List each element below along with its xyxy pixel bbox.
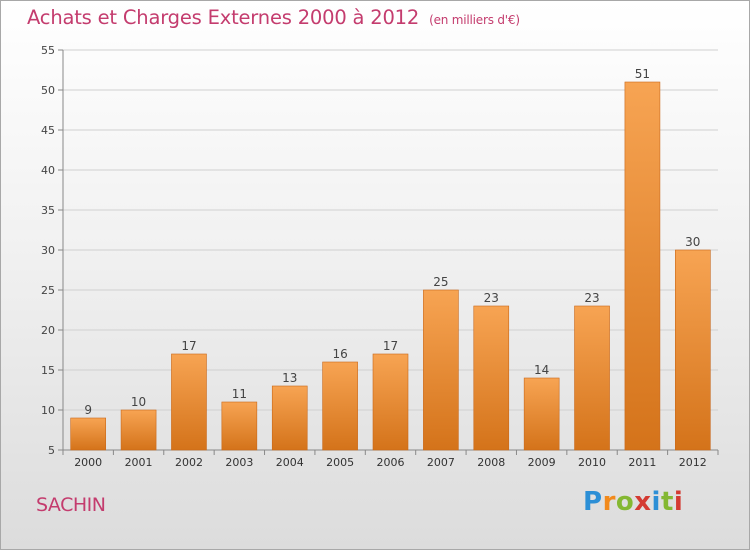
y-tick-label: 10 — [41, 404, 55, 417]
logo-letter: i — [651, 487, 661, 517]
bar-2011 — [624, 81, 661, 451]
y-tick-label: 5 — [48, 444, 55, 457]
logo-letter: t — [660, 487, 674, 517]
x-tick-label: 2012 — [679, 456, 707, 469]
y-tick-label: 55 — [41, 44, 55, 57]
x-tick-label: 2008 — [477, 456, 505, 469]
y-tick-label: 30 — [41, 244, 55, 257]
data-label: 51 — [635, 67, 650, 81]
bar-2008 — [473, 305, 510, 451]
y-tick-label: 35 — [41, 204, 55, 217]
y-tick-label: 15 — [41, 364, 55, 377]
bar-2010 — [574, 305, 610, 451]
y-tick-label: 40 — [41, 164, 55, 177]
x-tick-label: 2007 — [427, 456, 455, 469]
x-tick-label: 2011 — [628, 456, 656, 469]
proxiti-logo: Proxiti — [583, 487, 683, 517]
data-label: 23 — [584, 291, 599, 305]
bar-2002 — [171, 353, 207, 451]
data-label: 14 — [534, 363, 549, 377]
logo-letter: r — [602, 487, 616, 517]
data-label: 25 — [433, 275, 448, 289]
x-tick-label: 2010 — [578, 456, 606, 469]
logo-letter: i — [673, 487, 684, 517]
data-label: 17 — [181, 339, 196, 353]
y-tick-label: 20 — [41, 324, 55, 337]
grid-lines — [63, 49, 718, 411]
data-label: 16 — [332, 347, 347, 361]
bar-2004 — [271, 385, 308, 451]
logo-letter: P — [583, 487, 603, 517]
chart-title-text: Achats et Charges Externes 2000 à 2012 — [27, 6, 420, 29]
x-tick-label: 2006 — [377, 456, 405, 469]
chart-subtitle: (en milliers d'€) — [429, 13, 520, 27]
chart-title: Achats et Charges Externes 2000 à 2012 (e… — [27, 6, 520, 29]
commune-name: SACHIN — [36, 494, 106, 516]
x-tick-label: 2002 — [175, 456, 203, 469]
bar-2000 — [70, 417, 106, 451]
data-label: 23 — [484, 291, 499, 305]
bar-2007 — [423, 289, 459, 451]
data-label: 17 — [383, 339, 398, 353]
bar-2012 — [675, 249, 711, 451]
logo-letter: o — [615, 487, 635, 517]
x-tick-label: 2004 — [276, 456, 304, 469]
bars — [70, 81, 711, 451]
logo-letter: x — [634, 487, 652, 517]
data-labels: 9 10 17 11 13 16 17 25 23 14 23 51 30 — [84, 67, 700, 417]
x-tick-label: 2005 — [326, 456, 354, 469]
data-label: 13 — [282, 371, 297, 385]
data-label: 9 — [84, 403, 92, 417]
x-tick-label: 2003 — [225, 456, 253, 469]
bar-2003 — [221, 401, 258, 451]
x-tick-label: 2009 — [528, 456, 556, 469]
data-label: 10 — [131, 395, 146, 409]
y-tick-label: 50 — [41, 84, 55, 97]
bar-2009 — [523, 377, 560, 451]
x-tick-label: 2001 — [125, 456, 153, 469]
y-tick-label: 25 — [41, 284, 55, 297]
y-tick-label: 45 — [41, 124, 55, 137]
data-label: 30 — [685, 235, 700, 249]
bar-2006 — [372, 353, 409, 451]
x-tick-label: 2000 — [74, 456, 102, 469]
bar-2005 — [322, 361, 358, 451]
bar-2001 — [120, 409, 157, 451]
data-label: 11 — [232, 387, 247, 401]
